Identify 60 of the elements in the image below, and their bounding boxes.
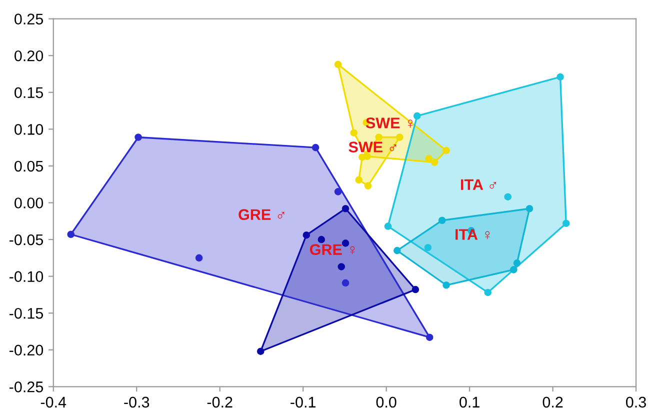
x-tick-label: 0.2 — [542, 396, 563, 408]
point — [425, 154, 432, 162]
point — [442, 146, 450, 154]
point — [504, 193, 512, 200]
point — [134, 134, 142, 141]
y-tick-label: 0.05 — [14, 160, 44, 172]
point — [334, 60, 342, 68]
annotation: ITA ♂ — [461, 179, 496, 190]
point — [424, 244, 432, 252]
point — [364, 182, 372, 190]
point — [394, 246, 401, 254]
y-tick-label: 0.15 — [14, 87, 44, 98]
point — [334, 188, 342, 196]
point — [302, 231, 310, 239]
y-tick-label: -0.15 — [10, 308, 44, 319]
point — [195, 254, 203, 262]
point — [350, 129, 358, 136]
point — [375, 134, 382, 141]
point — [413, 112, 421, 120]
point — [412, 286, 420, 294]
point — [318, 236, 326, 244]
x-tick-label: 0.0 — [376, 396, 396, 408]
point — [426, 334, 434, 341]
x-tick-label: -0.1 — [290, 396, 316, 408]
y-tick-label: 0.00 — [14, 198, 44, 208]
point — [338, 263, 346, 270]
point — [312, 144, 320, 152]
annotation: GRE ♀ — [310, 244, 355, 255]
y-tick-label: 0.10 — [14, 124, 44, 135]
x-tick-label: 0.1 — [460, 396, 480, 408]
point — [438, 216, 446, 224]
y-tick-label: -0.10 — [10, 271, 44, 282]
y-tick-label: 0.20 — [14, 50, 44, 62]
point — [355, 176, 362, 184]
point — [342, 204, 350, 212]
point — [484, 288, 492, 296]
x-tick-label: -0.4 — [40, 396, 66, 408]
point — [358, 153, 366, 161]
annotation: ITA ♀ — [456, 229, 490, 240]
point — [396, 134, 404, 141]
point — [442, 281, 450, 289]
x-tick-label: -0.3 — [124, 396, 150, 408]
point — [526, 204, 534, 212]
point — [562, 220, 570, 227]
point — [342, 279, 350, 287]
annotation: GRE ♂ — [238, 209, 284, 220]
point — [556, 73, 564, 81]
point — [430, 158, 438, 166]
point — [67, 230, 75, 238]
x-tick-label: 0.3 — [626, 396, 646, 408]
point — [256, 348, 264, 355]
y-tick-label: -0.05 — [10, 234, 44, 246]
x-tick-label: -0.2 — [207, 396, 232, 408]
point — [384, 222, 392, 230]
y-tick-label: 0.25 — [14, 14, 44, 24]
y-tick-label: -0.25 — [10, 382, 44, 392]
point — [513, 259, 521, 267]
y-tick-label: -0.20 — [10, 344, 44, 356]
point — [342, 240, 350, 247]
point — [510, 266, 518, 274]
